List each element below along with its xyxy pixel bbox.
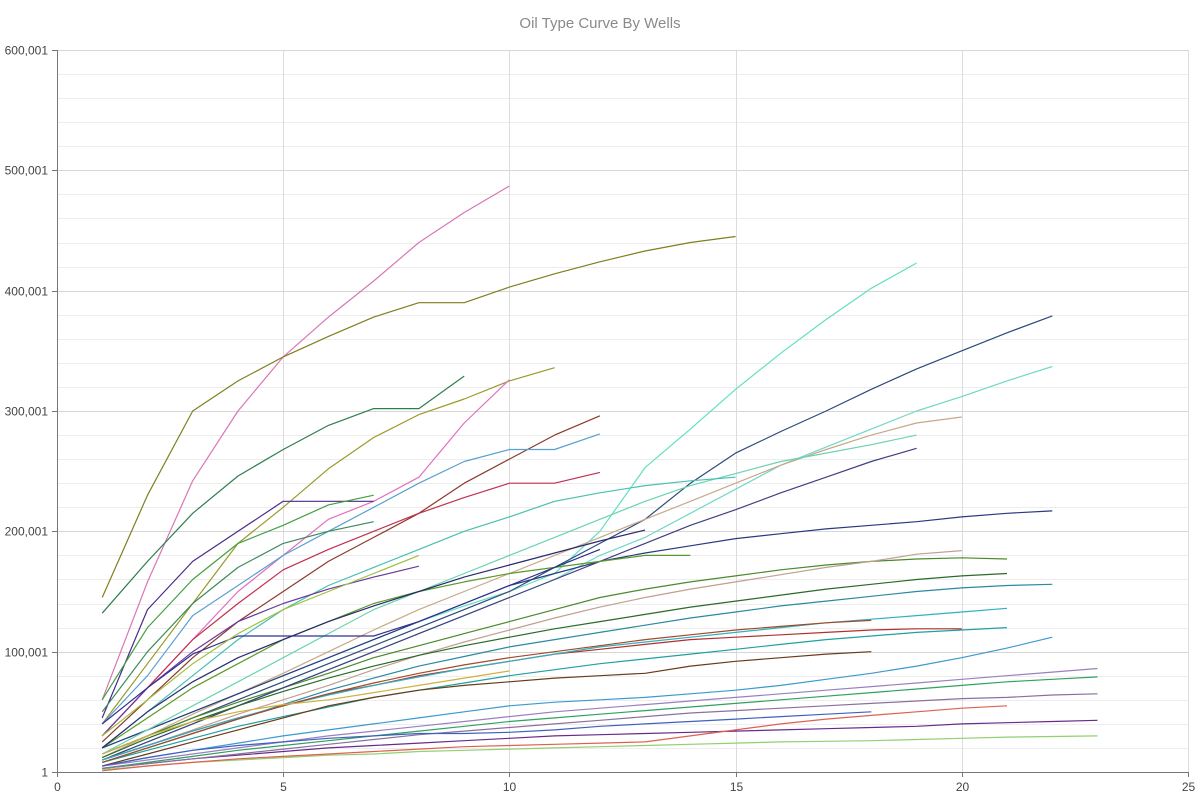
series-line-28: [102, 705, 1008, 772]
series-line-21: [101, 554, 691, 749]
series-line-20: [101, 476, 736, 749]
series-line-37: [102, 693, 1098, 769]
series-line-32: [102, 628, 962, 761]
y-tick-label: 400,001: [5, 285, 49, 299]
series-line-11: [101, 433, 601, 725]
x-tick-label: 25: [1182, 780, 1196, 794]
y-tick-label: 1: [41, 766, 48, 780]
axes: 0 5 10 15 20 25 1 100,001 200,001 300,001 400,001 5…: [5, 44, 1196, 795]
chart-title: Oil Type Curve By Wells: [519, 15, 680, 32]
series-line-35: [102, 607, 1008, 761]
y-tick-label: 500,001: [5, 164, 49, 178]
x-tick-label: 0: [54, 780, 61, 794]
series-line-27: [102, 719, 1098, 769]
y-tick-label: 300,001: [5, 405, 49, 419]
series-line-9: [101, 379, 510, 737]
series-line-25: [102, 667, 1098, 767]
x-tick-label: 15: [730, 780, 744, 794]
series-line-24: [102, 636, 1053, 767]
series-line-36: [101, 572, 1008, 759]
series-line-26: [102, 735, 1098, 771]
series-line-13: [101, 510, 1053, 749]
series-line-42: [102, 711, 872, 767]
series-line-22: [102, 550, 962, 761]
series-line-19: [101, 521, 374, 713]
series-line-10: [101, 415, 601, 743]
series-line-39: [101, 548, 601, 725]
x-tick-label: 5: [280, 780, 287, 794]
series-line-12: [101, 471, 601, 737]
series-line-38: [102, 619, 872, 763]
series-line-14: [101, 557, 1008, 755]
series-line-6: [101, 416, 962, 759]
series-group: [101, 185, 1098, 772]
x-tick-label: 10: [503, 780, 517, 794]
series-line-17: [101, 500, 374, 719]
y-tick-label: 200,001: [5, 525, 49, 539]
series-line-4: [101, 315, 1053, 755]
series-line-31: [102, 651, 872, 767]
series-line-1: [101, 185, 510, 701]
series-line-40: [101, 554, 420, 737]
series-line-29: [102, 627, 1008, 763]
x-tick-label: 20: [956, 780, 970, 794]
y-tick-label: 100,001: [5, 646, 49, 660]
series-line-34: [101, 529, 646, 749]
series-line-18: [101, 494, 374, 701]
series-line-41: [101, 670, 510, 755]
series-line-15: [101, 434, 917, 755]
series-line-30: [102, 676, 1098, 769]
gridlines: [57, 50, 1189, 773]
series-line-2: [101, 235, 736, 598]
series-line-8: [101, 367, 555, 725]
series-line-7: [101, 375, 465, 614]
y-tick-label: 600,001: [5, 44, 49, 58]
